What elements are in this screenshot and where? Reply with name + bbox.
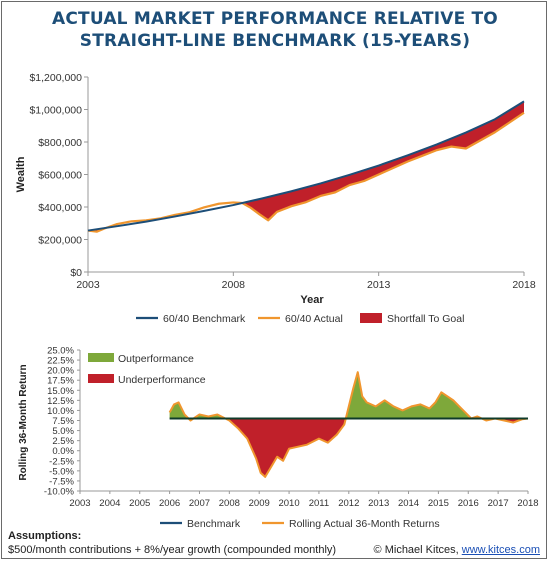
wealth-y-tick-label: $1,200,000 bbox=[29, 72, 82, 84]
rolling-x-tick-label: 2014 bbox=[398, 498, 419, 509]
rolling-y-tick-label: 10.0% bbox=[47, 406, 74, 417]
rolling-x-tick-label: 2015 bbox=[428, 498, 449, 509]
rolling-x-tick-label: 2009 bbox=[249, 498, 270, 509]
wealth-y-axis-title: Wealth bbox=[15, 156, 27, 192]
rolling-x-tick-label: 2017 bbox=[488, 498, 509, 509]
rolling-y-tick-label: 15.0% bbox=[47, 386, 74, 397]
actual-line bbox=[87, 111, 525, 233]
rolling-y-tick-label: 17.5% bbox=[47, 376, 74, 387]
legend-actual: 60/40 Actual bbox=[258, 313, 343, 325]
rolling-x-tick-label: 2010 bbox=[278, 498, 299, 509]
wealth-x-tick-label: 2008 bbox=[222, 279, 246, 291]
legend-rolling-actual-label: Rolling Actual 36-Month Returns bbox=[289, 518, 440, 530]
rolling-x-tick-label: 2005 bbox=[129, 498, 150, 509]
legend-outperformance-swatch bbox=[88, 353, 114, 362]
rolling-x-tick-label: 2004 bbox=[99, 498, 120, 509]
wealth-y-tick-label: $1,000,000 bbox=[29, 105, 82, 117]
assumptions-heading: Assumptions: bbox=[8, 530, 82, 542]
title-line-2: STRAIGHT-LINE BENCHMARK (15-YEARS) bbox=[79, 31, 471, 51]
legend-rolling-benchmark: Benchmark bbox=[160, 518, 241, 530]
rolling-y-tick-label: -2.5% bbox=[49, 456, 74, 467]
rolling-y-tick-label: -7.5% bbox=[49, 476, 74, 487]
rolling-y-tick-label: 25.0% bbox=[47, 346, 74, 357]
rolling-y-tick-label: 0.0% bbox=[52, 446, 74, 457]
legend-outperformance: Outperformance bbox=[88, 353, 194, 365]
underperformance-area bbox=[226, 418, 346, 477]
wealth-y-tick-label: $800,000 bbox=[38, 137, 82, 149]
rolling-y-tick-label: -10.0% bbox=[44, 487, 75, 498]
rolling-y-axis-title: Rolling 36-Month Return bbox=[18, 364, 29, 480]
benchmark-line bbox=[87, 100, 525, 232]
assumptions-text: $500/month contributions + 8%/year growt… bbox=[8, 544, 337, 556]
legend-benchmark-label: 60/40 Benchmark bbox=[163, 313, 246, 325]
wealth-y-tick-label: $600,000 bbox=[38, 170, 82, 182]
rolling-x-tick-label: 2013 bbox=[368, 498, 389, 509]
rolling-y-tick-label: 7.5% bbox=[52, 416, 74, 427]
legend-actual-label: 60/40 Actual bbox=[285, 313, 343, 325]
rolling-x-tick-label: 2007 bbox=[189, 498, 210, 509]
legend-benchmark: 60/40 Benchmark bbox=[136, 313, 246, 325]
rolling-x-tick-label: 2006 bbox=[159, 498, 180, 509]
rolling-x-tick-label: 2008 bbox=[219, 498, 240, 509]
rolling-x-tick-label: 2012 bbox=[338, 498, 359, 509]
rolling-y-tick-label: 22.5% bbox=[47, 356, 74, 367]
outperformance-area bbox=[345, 372, 483, 419]
rolling-y-tick-label: 5.0% bbox=[52, 426, 74, 437]
credit-text: © Michael Kitces, bbox=[373, 544, 459, 556]
wealth-y-tick-label: $200,000 bbox=[38, 235, 82, 247]
legend-outperformance-label: Outperformance bbox=[118, 353, 194, 365]
shortfall-area bbox=[88, 101, 524, 232]
rolling-chart: -10.0%-7.5%-5.0%-2.5%0.0%2.5%5.0%7.5%10.… bbox=[18, 346, 539, 531]
wealth-x-tick-label: 2018 bbox=[512, 279, 536, 291]
credit-link[interactable]: www.kitces.com bbox=[461, 544, 540, 556]
legend-underperformance: Underperformance bbox=[88, 374, 206, 386]
rolling-y-tick-label: -5.0% bbox=[49, 466, 74, 477]
legend-shortfall: Shortfall To Goal bbox=[360, 313, 464, 325]
credit: © Michael Kitces, www.kitces.com bbox=[374, 544, 540, 556]
title-line-1: ACTUAL MARKET PERFORMANCE RELATIVE TO bbox=[52, 9, 498, 29]
legend-underperformance-swatch bbox=[88, 374, 114, 383]
assumptions: Assumptions: $500/month contributions + … bbox=[8, 529, 336, 557]
wealth-chart: $0 $200,000 $400,000 $600,000 $800,000 $1,000… bbox=[15, 72, 536, 325]
wealth-y-tick-label: $400,000 bbox=[38, 202, 82, 214]
legend-rolling-benchmark-label: Benchmark bbox=[187, 518, 241, 530]
wealth-y-tick-label: $0 bbox=[70, 267, 82, 279]
rolling-y-tick-label: 2.5% bbox=[52, 436, 74, 447]
chart-title: ACTUAL MARKET PERFORMANCE RELATIVE TO ST… bbox=[0, 8, 550, 52]
rolling-x-tick-label: 2016 bbox=[458, 498, 479, 509]
wealth-x-tick-label: 2003 bbox=[76, 279, 100, 291]
rolling-y-tick-label: 12.5% bbox=[47, 396, 74, 407]
rolling-y-tick-label: 20.0% bbox=[47, 366, 74, 377]
rolling-x-tick-label: 2003 bbox=[69, 498, 90, 509]
wealth-x-tick-label: 2013 bbox=[367, 279, 391, 291]
rolling-x-tick-label: 2011 bbox=[309, 498, 329, 509]
legend-shortfall-label: Shortfall To Goal bbox=[387, 313, 464, 325]
rolling-x-tick-label: 2018 bbox=[517, 498, 538, 509]
rolling-actual-line bbox=[168, 371, 529, 478]
legend-underperformance-label: Underperformance bbox=[118, 374, 206, 386]
legend-shortfall-swatch bbox=[360, 313, 382, 323]
wealth-x-axis-title: Year bbox=[300, 294, 324, 306]
legend-rolling-actual: Rolling Actual 36-Month Returns bbox=[262, 518, 440, 530]
